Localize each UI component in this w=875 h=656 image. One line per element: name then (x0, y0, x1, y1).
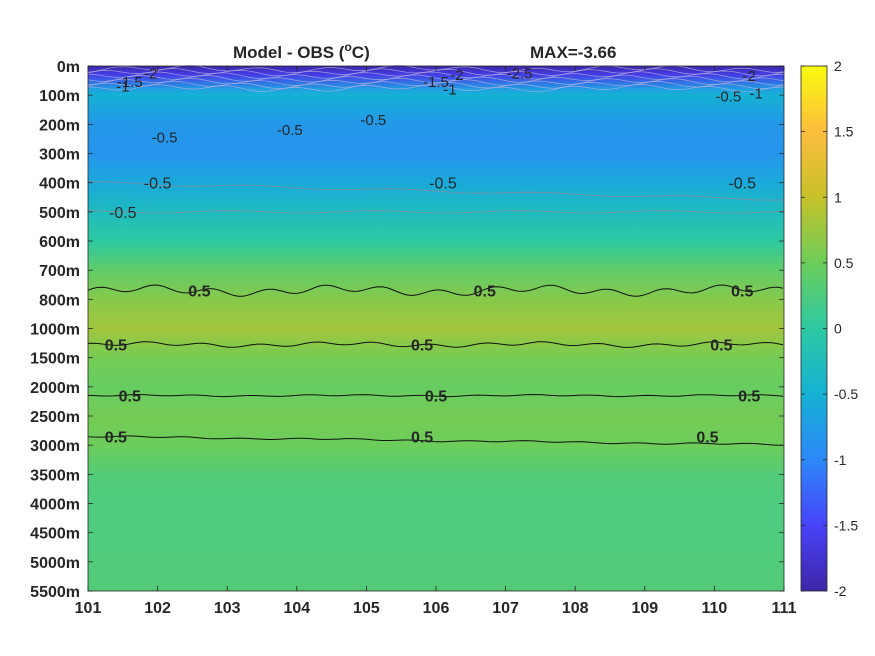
contour-lines (87, 181, 785, 446)
heatmap-field (88, 66, 784, 591)
surface-contour-label: -1 (443, 81, 456, 98)
x-tick-label: 110 (701, 600, 727, 617)
y-tick-label: 5500m (30, 584, 80, 601)
surface-contour (87, 77, 785, 86)
surface-contour-label: -0.5 (277, 122, 303, 139)
gray-contour (87, 181, 785, 201)
x-tick-label: 103 (214, 600, 241, 617)
contour-label: 0.5 (710, 338, 732, 355)
cbar-tick-label: -2 (834, 583, 847, 599)
cbar-tick-label: -1 (834, 452, 847, 468)
contour-label: 0.5 (474, 284, 496, 301)
title-max: MAX=-3.66 (530, 43, 616, 62)
contour-labels: 0.5 0.5 0.5 0.5 0.5 0.5 0.5 0.5 0.5 0.5 0.5 0.5 -0.5… (105, 65, 763, 446)
x-axis: 101 102 103 104 105 106 107 108 109 110 111 (75, 66, 797, 617)
x-tick-label: 111 (772, 600, 797, 617)
y-tick-label: 5000m (30, 555, 80, 572)
surface-contour-label: -2 (450, 67, 463, 84)
y-tick-label: 800m (39, 292, 80, 309)
x-tick-label: 106 (423, 600, 450, 617)
surface-contour-label: -1 (116, 78, 129, 95)
surface-contour-label: -1.5 (117, 74, 143, 91)
title-unit-sup: o (344, 40, 351, 54)
y-tick-label: 100m (39, 88, 80, 105)
y-axis: 0m 100m 200m 300m 400m 500m 600m 700m 800m 1000m 1… (30, 59, 784, 601)
cbar-tick-label: 1.5 (834, 124, 854, 140)
y-tick-label: 400m (39, 176, 80, 193)
contour-label: 0.5 (411, 338, 433, 355)
cbar-tick-label: 0 (834, 321, 842, 337)
x-tick-label: 107 (492, 600, 519, 617)
gray-contour-label: -0.5 (144, 176, 172, 193)
y-tick-label: 2000m (30, 380, 80, 397)
gray-contour-label: -0.5 (728, 176, 756, 193)
surface-contour (87, 80, 785, 90)
y-tick-label: 2500m (30, 409, 80, 426)
x-tick-label: 101 (75, 600, 102, 617)
x-tick-label: 109 (631, 600, 658, 617)
cbar-tick-label: 2 (834, 58, 842, 74)
contour-label: 0.5 (105, 429, 127, 446)
cbar-tick-label: 1 (834, 189, 842, 205)
y-tick-label: 4000m (30, 497, 80, 514)
colorbar: 2 1.5 1 0.5 0 -0.5 -1 -1.5 -2 (800, 58, 858, 599)
y-tick-label: 3500m (30, 467, 80, 484)
surface-contour (87, 68, 785, 77)
plot-area: 0.5 0.5 0.5 0.5 0.5 0.5 0.5 0.5 0.5 0.5 0.5 0.5 -0.5… (87, 65, 785, 592)
surface-contour-label: -2.5 (507, 65, 533, 82)
y-tick-label: 300m (39, 147, 80, 164)
contour-label: 0.5 (188, 284, 210, 301)
surface-contour-label: -0.5 (152, 129, 178, 146)
contour-label: 0.5 (731, 284, 753, 301)
surface-contour-label: -0.5 (360, 112, 386, 129)
gray-contour-label: -0.5 (429, 176, 457, 193)
contour-label: 0.5 (425, 389, 447, 406)
gray-contour-label: -0.5 (109, 205, 137, 222)
x-tick-label: 102 (144, 600, 171, 617)
surface-contour (87, 84, 785, 93)
y-tick-label: 200m (39, 117, 80, 134)
colorbar-scale (800, 65, 828, 592)
contour-label: 0.5 (411, 429, 433, 446)
surface-band (87, 65, 785, 93)
surface-contour-label: -1.5 (423, 74, 449, 91)
y-tick-label: 0m (57, 59, 80, 76)
contour-label: 0.5 (738, 389, 760, 406)
title-unit-end: C) (352, 43, 370, 62)
contour-line-0.5 (87, 393, 784, 398)
contour-line-0.5 (87, 284, 784, 297)
y-tick-label: 3000m (30, 438, 80, 455)
surface-contour-label: -2 (743, 68, 756, 85)
surface-contour-label: -2 (144, 65, 157, 82)
cbar-tick-label: 0.5 (834, 255, 854, 271)
contour-line-0.5 (87, 341, 784, 348)
x-tick-label: 104 (283, 600, 310, 617)
chart-title: Model - OBS (oC) MAX=-3.66 (233, 40, 616, 62)
title-left: Model - OBS (oC) (233, 40, 370, 62)
y-tick-label: 1500m (30, 351, 80, 368)
x-tick-label: 105 (353, 600, 380, 617)
contour-label: 0.5 (696, 429, 718, 446)
contour-line-0.5 (87, 435, 784, 446)
cbar-tick-label: -0.5 (834, 386, 858, 402)
colorbar-ticks: 2 1.5 1 0.5 0 -0.5 -1 -1.5 -2 (801, 58, 858, 599)
surface-contour-label: -1 (749, 86, 762, 103)
surface-contour-label: -0.5 (715, 89, 741, 106)
gray-contour (87, 210, 785, 214)
y-tick-label: 600m (39, 234, 80, 251)
cbar-tick-label: -1.5 (834, 517, 858, 533)
y-tick-label: 4500m (30, 526, 80, 543)
contour-label: 0.5 (105, 338, 127, 355)
title-text: Model - OBS ( (233, 43, 345, 62)
y-tick-label: 500m (39, 205, 80, 222)
contour-label: 0.5 (119, 389, 141, 406)
x-tick-label: 108 (562, 600, 589, 617)
y-tick-label: 1000m (30, 322, 80, 339)
y-tick-label: 700m (39, 263, 80, 280)
